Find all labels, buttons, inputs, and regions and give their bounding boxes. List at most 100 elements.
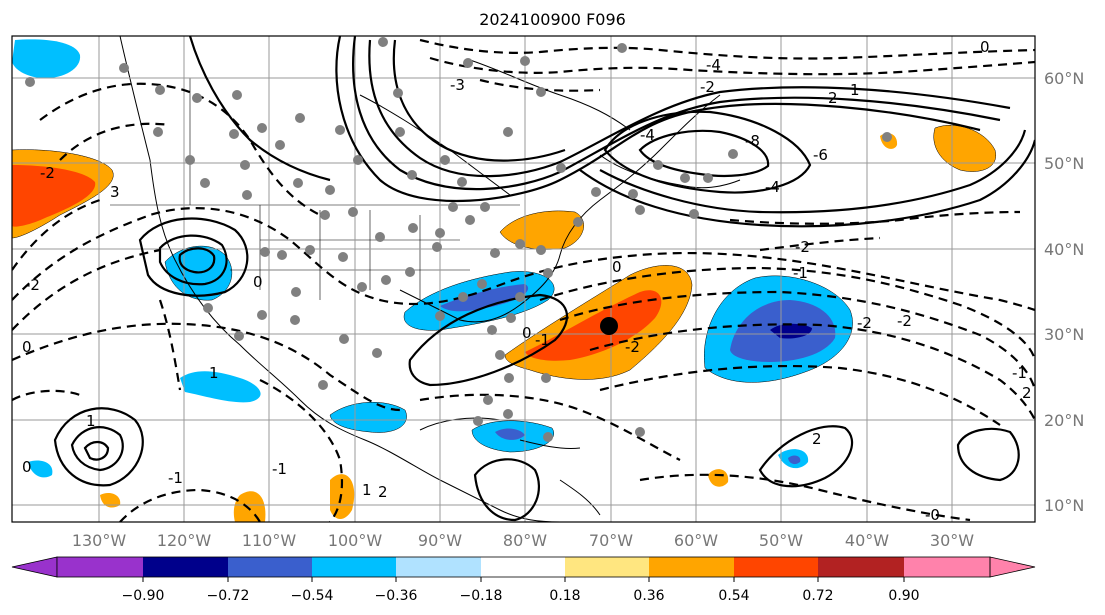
- colorbar-tick-label: 0.72: [802, 588, 833, 604]
- contour-label: -4: [765, 178, 780, 196]
- colorbar-tick-label: 0.90: [888, 588, 919, 604]
- shade-trop-warm: [708, 469, 729, 487]
- colorbar: −0.90 −0.72 −0.54 −0.36 −0.18 0.18 0.36 …: [11, 556, 1036, 604]
- shade-nw-warm-core: [12, 165, 96, 227]
- contour-label: -2: [40, 164, 55, 182]
- contour-label: 0: [253, 273, 263, 291]
- lat-label: 50°N: [1044, 154, 1084, 173]
- contour-label: -1: [272, 460, 287, 478]
- lon-label: 60°W: [674, 531, 718, 550]
- shade-cam-warm: [330, 474, 355, 519]
- contour-label: -2: [700, 78, 715, 96]
- contour-label: 1: [86, 412, 96, 430]
- shade-gulf-mex-cold: [329, 402, 407, 433]
- lon-label: 70°W: [589, 531, 633, 550]
- contour-label: 1: [850, 81, 860, 99]
- colorbar-tick-label: −0.90: [122, 588, 165, 604]
- colorbar-segment: [481, 557, 565, 577]
- contour-label: -6: [813, 146, 828, 164]
- colorbar-segment: [312, 557, 396, 577]
- contour-labels: 0 -4 -2 1 2 -8 -6 -4 3 -2 -1 -2 -2 0 -1 …: [22, 38, 1032, 524]
- contour-label: 2: [1022, 384, 1032, 402]
- colorbar-tick-label: −0.72: [207, 588, 250, 604]
- contour-label: 3: [110, 183, 120, 201]
- solid-contours: [53, 36, 1035, 522]
- colorbar-ticks: [142, 577, 905, 582]
- lon-label: 30°W: [930, 531, 974, 550]
- contour-label: 0: [22, 458, 32, 476]
- lon-label: 110°W: [242, 531, 297, 550]
- colorbar-segment: [396, 557, 481, 577]
- colorbar-segment: [649, 557, 734, 577]
- contour-label: -2: [25, 276, 40, 294]
- map-frame: [11, 35, 1036, 523]
- contour-label: -4: [640, 126, 655, 144]
- lat-label: 40°N: [1044, 240, 1084, 259]
- contour-label: 0: [522, 324, 532, 342]
- colorbar-tick-label: −0.54: [291, 588, 334, 604]
- contour-label: -1: [168, 469, 183, 487]
- colorbar-segment: [734, 557, 818, 577]
- colorbar-tick-label: 0.18: [549, 588, 580, 604]
- contour-label: 0: [980, 38, 990, 56]
- contour-label: -1: [1012, 364, 1027, 382]
- shade-tropic-cold-core: [788, 455, 801, 465]
- colorbar-segment: [904, 557, 990, 577]
- gridlines: [12, 36, 1035, 522]
- contour-label: 0: [612, 258, 622, 276]
- shaded-fields: [12, 39, 997, 522]
- contour-label: -8: [745, 132, 760, 150]
- lon-label: 50°W: [759, 531, 803, 550]
- colorbar-segment: [57, 557, 143, 577]
- longitude-labels: 130°W 120°W 110°W 100°W 90°W 80°W 70°W 6…: [72, 531, 974, 550]
- lat-label: 10°N: [1044, 496, 1084, 515]
- lat-label: 30°N: [1044, 325, 1084, 344]
- highlight-marker: [600, 317, 618, 335]
- shade-carib-cold-core: [495, 428, 525, 440]
- shade-pac-warm-small: [100, 493, 121, 508]
- map-title: 2024100900 F096: [479, 10, 626, 29]
- latitude-labels: 10°N 20°N 30°N 40°N 50°N 60°N: [1044, 69, 1084, 515]
- shade-westpac-cold: [28, 460, 53, 478]
- contour-label: 2: [378, 483, 388, 501]
- colorbar-extend-low: [11, 556, 58, 578]
- contour-label: -2: [795, 238, 810, 256]
- colorbar-tick-label: −0.18: [460, 588, 503, 604]
- contour-label: -2: [625, 338, 640, 356]
- shade-baja-cold: [180, 371, 261, 403]
- shade-gulf-cold-core: [440, 284, 529, 312]
- shade-pac-warm: [233, 491, 266, 522]
- contour-label: -1: [535, 331, 550, 349]
- contour-label: -0: [925, 506, 940, 524]
- colorbar-tick-label: −0.36: [375, 588, 418, 604]
- station-markers: [25, 37, 892, 442]
- contour-label: -2: [897, 312, 912, 330]
- contour-label: 1: [362, 481, 372, 499]
- colorbar-extend-high: [989, 556, 1036, 578]
- shade-atl-warm-core: [525, 290, 662, 361]
- colorbar-segment: [228, 557, 312, 577]
- lat-label: 60°N: [1044, 69, 1084, 88]
- colorbar-tick-label: 0.36: [633, 588, 664, 604]
- contour-label: -1: [793, 264, 808, 282]
- lon-label: 130°W: [72, 531, 127, 550]
- colorbar-segment: [818, 557, 904, 577]
- contour-label: 2: [812, 430, 822, 448]
- contour-label: -3: [450, 76, 465, 94]
- contour-label: -4: [706, 56, 721, 74]
- lon-label: 100°W: [328, 531, 383, 550]
- contour-label: 0: [22, 338, 32, 356]
- lat-label: 20°N: [1044, 411, 1084, 430]
- contour-label: 2: [828, 89, 838, 107]
- lon-label: 90°W: [418, 531, 462, 550]
- contour-label: -2: [857, 314, 872, 332]
- lon-label: 80°W: [503, 531, 547, 550]
- colorbar-segment: [565, 557, 649, 577]
- colorbar-tick-label: 0.54: [718, 588, 749, 604]
- lon-label: 120°W: [157, 531, 212, 550]
- dashed-contours: [12, 38, 1035, 522]
- shade-nw-cold: [12, 39, 81, 79]
- contour-label: 1: [209, 364, 219, 382]
- lon-label: 40°W: [845, 531, 889, 550]
